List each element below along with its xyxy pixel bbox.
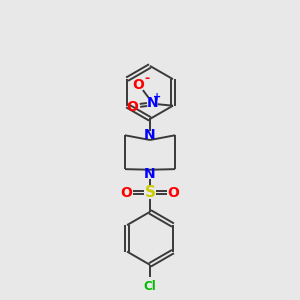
Text: -: -: [144, 72, 149, 85]
Text: O: O: [126, 100, 138, 114]
Text: O: O: [133, 78, 144, 92]
Text: N: N: [144, 167, 156, 182]
Text: Cl: Cl: [144, 280, 156, 292]
Text: O: O: [121, 186, 132, 200]
Text: N: N: [146, 96, 158, 110]
Text: O: O: [168, 186, 179, 200]
Text: +: +: [153, 92, 161, 102]
Text: S: S: [145, 185, 155, 200]
Text: N: N: [144, 128, 156, 142]
